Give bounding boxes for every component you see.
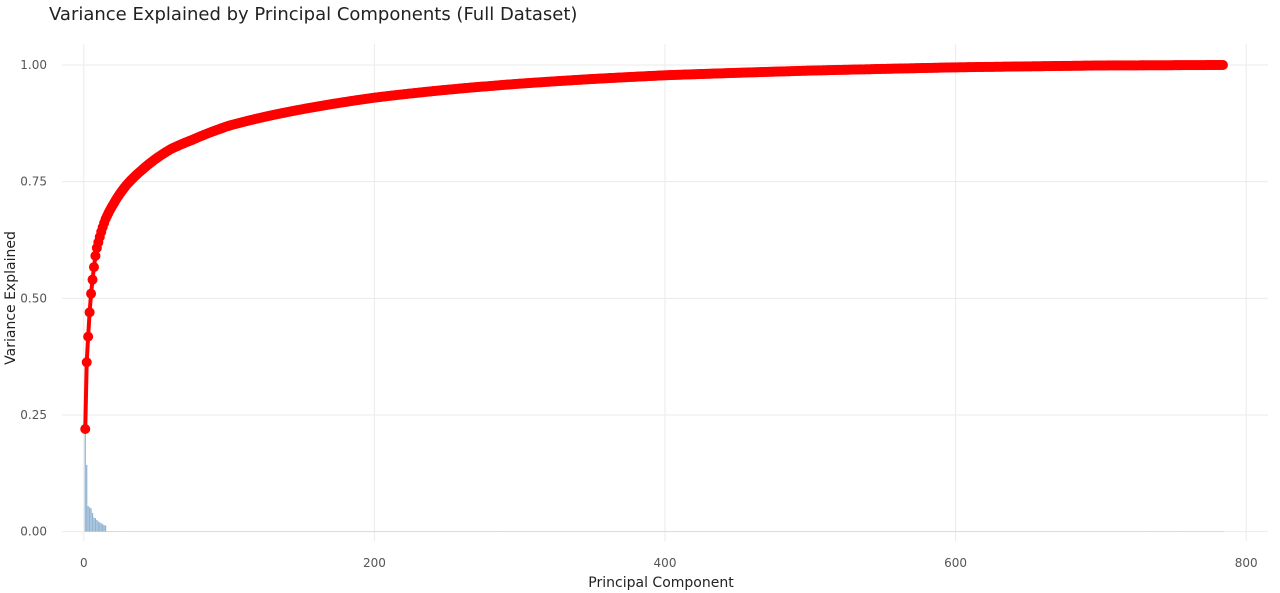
y-tick-label: 0.50 [20, 291, 47, 305]
variance-bar [99, 522, 101, 532]
y-tick-label: 1.00 [20, 58, 47, 72]
cumulative-variance-line [80, 60, 1228, 434]
y-tick-label: 0.25 [20, 408, 47, 422]
x-tick-label: 600 [944, 556, 967, 570]
cumulative-point [81, 357, 92, 368]
cumulative-point [80, 424, 91, 434]
cumulative-point [83, 331, 94, 342]
variance-bar [100, 523, 102, 532]
y-tick-label: 0.75 [20, 175, 47, 189]
axis-ticks: 0 200 400 600 800 0.00 0.25 0.50 0.75 1.00 [20, 58, 1257, 570]
variance-bar [102, 524, 104, 532]
y-tick-label: 0.00 [20, 525, 47, 539]
cumulative-point [90, 250, 101, 261]
cumulative-point [86, 288, 97, 299]
cumulative-point [84, 307, 95, 318]
x-tick-label: 400 [654, 556, 677, 570]
variance-bar [94, 518, 97, 532]
variance-bar [88, 507, 91, 532]
variance-bar [86, 464, 88, 532]
variance-bar [90, 508, 92, 532]
cumulative-point [87, 274, 98, 285]
x-axis-label: Principal Component [588, 575, 734, 591]
x-tick-label: 800 [1235, 556, 1258, 570]
variance-bar [84, 429, 86, 532]
variance-bar [96, 520, 98, 532]
chart-title: Variance Explained by Principal Componen… [49, 4, 578, 25]
x-tick-label: 0 [80, 556, 88, 570]
variance-bar [91, 513, 94, 532]
variance-bar [93, 517, 95, 532]
variance-bar [103, 525, 105, 532]
cumulative-point [88, 262, 99, 273]
x-tick-label: 200 [363, 556, 386, 570]
cumulative-point [1217, 60, 1228, 70]
variance-bar [97, 521, 99, 532]
individual-variance-bars [84, 429, 1224, 532]
variance-bar [104, 525, 107, 532]
variance-bar [87, 506, 89, 532]
